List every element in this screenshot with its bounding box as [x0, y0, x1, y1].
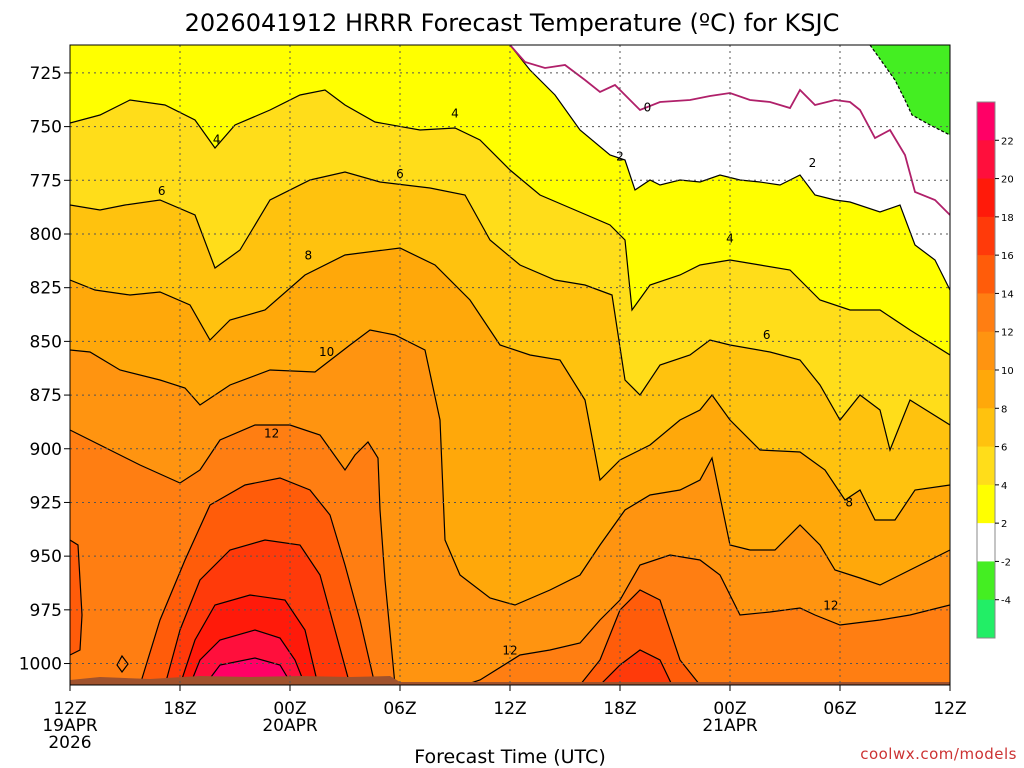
- contour-lines: [70, 45, 950, 685]
- contour-12a: [70, 424, 396, 685]
- y-tick-label: 925: [30, 493, 62, 513]
- contour-22: [204, 657, 293, 685]
- colorbar-segment: [977, 102, 995, 141]
- x-tick-label: 06Z: [823, 699, 856, 719]
- x-tick-label: 12Z: [493, 699, 526, 719]
- colorbar-segment: [977, 178, 995, 218]
- contour-20: [189, 629, 306, 685]
- contour-label: 6: [158, 184, 166, 198]
- x-tick-label: 06Z: [383, 699, 416, 719]
- contour-12b: [464, 554, 950, 685]
- colorbar-label: 10: [1001, 366, 1014, 377]
- contour-16a: [164, 539, 351, 685]
- x-tick-date: 19APR: [42, 716, 98, 736]
- y-tick-label: 900: [30, 440, 62, 460]
- y-tick-label: 750: [30, 118, 62, 138]
- colorbar-label: 2: [1001, 519, 1007, 530]
- contour-16b: [599, 649, 673, 685]
- contour-label: 12: [502, 644, 517, 658]
- contour-label: 4: [213, 132, 221, 146]
- contour-label: 12: [264, 427, 279, 441]
- contour-0: [509, 45, 950, 216]
- y-tick-label: 875: [30, 386, 62, 406]
- contour-labels: 0 2 2 4 4 4 6 6 6 8 8 10 12 12 12: [158, 100, 853, 657]
- colorbar-segment: [977, 331, 995, 371]
- y-tick-label: 725: [30, 64, 62, 84]
- colorbar-segment: [977, 216, 995, 256]
- colorbar-label: 22: [1001, 136, 1014, 147]
- x-tick-label: 12Z: [933, 699, 966, 719]
- colorbar-label: 14: [1001, 289, 1014, 300]
- contour-label: 2: [616, 150, 624, 164]
- colorbar-label: 18: [1001, 213, 1014, 224]
- x-tick-date: 20APR: [262, 716, 318, 736]
- colorbar-segment: [977, 140, 995, 180]
- contour-label: 8: [845, 495, 853, 509]
- x-tick-date: 21APR: [702, 716, 758, 736]
- contour-14c: [579, 589, 701, 685]
- contour-4: [70, 89, 950, 356]
- colorbar-label: 12: [1001, 328, 1014, 339]
- y-tick-label: 825: [30, 279, 62, 299]
- colorbar-segment: [977, 484, 995, 524]
- colorbar: 22 20 18 16 14 12 10 8 6 4 2 -2 -4: [976, 101, 1014, 639]
- contour-18: [179, 594, 319, 685]
- x-tick-label: 12Z: [53, 699, 86, 719]
- y-axis: 725 750 775 800 825 850 875 900 925 950 975 1000: [19, 64, 70, 675]
- contour-label: 10: [319, 345, 334, 359]
- chart-title: 2026041912 HRRR Forecast Temperature (ºC…: [185, 9, 840, 37]
- contour-label: 0: [644, 100, 652, 114]
- contour-label: 4: [451, 107, 459, 121]
- colorbar-label: 16: [1001, 251, 1014, 262]
- contour-6: [70, 171, 950, 452]
- contour-label: 8: [305, 248, 313, 262]
- y-tick-label: 800: [30, 225, 62, 245]
- colorbar-label: 6: [1001, 443, 1007, 454]
- contour-label: 6: [763, 328, 771, 342]
- contour-10: [70, 329, 950, 606]
- contour-label: 6: [396, 167, 404, 181]
- credit-text: coolwx.com/models: [860, 745, 1017, 763]
- colorbar-label: -4: [1001, 596, 1011, 607]
- colorbar-segment: [977, 408, 995, 448]
- y-tick-label: 850: [30, 332, 62, 352]
- y-tick-label: 1000: [19, 655, 62, 675]
- x-axis-label: Forecast Time (UTC): [414, 746, 605, 768]
- y-tick-label: 950: [30, 547, 62, 567]
- x-tick-label: 00Z: [713, 699, 746, 719]
- y-tick-label: 775: [30, 171, 62, 191]
- contour-label: 2: [809, 156, 817, 170]
- colorbar-segment: [977, 255, 995, 294]
- x-tick-label: 18Z: [603, 699, 636, 719]
- colorbar-label: 20: [1001, 175, 1014, 186]
- colorbar-label: -2: [1001, 557, 1011, 568]
- contour-label: 4: [726, 231, 734, 245]
- contour-12-loop: [116, 654, 129, 674]
- x-tick-label: 18Z: [163, 699, 196, 719]
- grid-lines: [70, 45, 950, 685]
- colorbar-segment: [977, 446, 995, 486]
- colorbar-label: 4: [1001, 481, 1007, 492]
- colorbar-segment: [977, 523, 995, 562]
- y-tick-label: 975: [30, 601, 62, 621]
- contour-8: [70, 247, 950, 521]
- contour-14a: [70, 539, 83, 656]
- contour-label: 12: [823, 599, 838, 613]
- x-tick-label: 00Z: [273, 699, 306, 719]
- colorbar-segment: [977, 370, 995, 409]
- colorbar-label: 8: [1001, 404, 1007, 415]
- colorbar-segment: [977, 599, 995, 639]
- x-tick-year: 2026: [48, 733, 91, 753]
- colorbar-segment: [977, 293, 995, 333]
- colorbar-segment: [977, 561, 995, 601]
- contour-neg2: [869, 45, 950, 136]
- contour-14b: [139, 477, 376, 685]
